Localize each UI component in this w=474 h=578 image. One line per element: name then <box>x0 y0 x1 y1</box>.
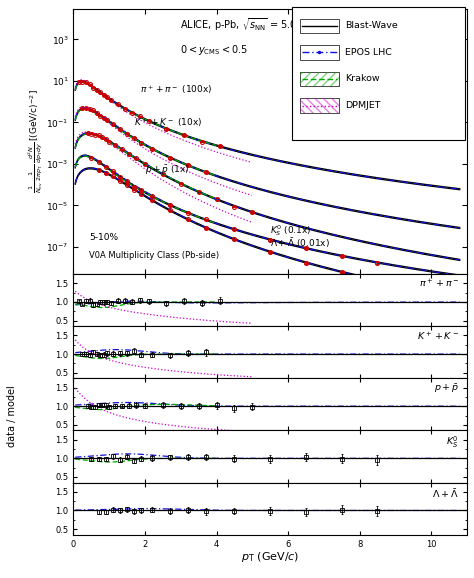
Text: ALICE, p-Pb, $\sqrt{s_{\rm NN}}$ = 5.02 TeV: ALICE, p-Pb, $\sqrt{s_{\rm NN}}$ = 5.02 … <box>180 17 325 34</box>
Text: $\pi^+ + \pi^-$: $\pi^+ + \pi^-$ <box>419 278 459 290</box>
Text: V0A Multiplicity Class (Pb-side): V0A Multiplicity Class (Pb-side) <box>89 251 219 260</box>
Text: $\pi^+ + \pi^-$ (100x): $\pi^+ + \pi^-$ (100x) <box>140 84 212 97</box>
Bar <box>300 18 339 33</box>
Bar <box>300 72 339 86</box>
Text: $K^+ + K^-$: $K^+ + K^-$ <box>417 330 459 343</box>
Bar <box>300 45 339 60</box>
Bar <box>300 98 339 113</box>
Text: 5-10%: 5-10% <box>89 232 118 242</box>
Text: data / model: data / model <box>7 386 17 447</box>
Bar <box>300 98 339 113</box>
Text: $K_S^0$: $K_S^0$ <box>447 435 459 450</box>
X-axis label: $p_{\rm T}$ (GeV/$c$): $p_{\rm T}$ (GeV/$c$) <box>241 550 300 564</box>
Text: Blast-Wave: Blast-Wave <box>345 21 398 31</box>
Text: EPOS LHC: EPOS LHC <box>345 48 392 57</box>
Text: $p + \bar{p}$ (1x): $p + \bar{p}$ (1x) <box>145 163 190 176</box>
Y-axis label: $\frac{1}{N_{\rm ev}}\,\frac{1}{2\pi p_{\rm T}}\,\frac{d^2N}{dp_{\rm T}\,dy}\,[(: $\frac{1}{N_{\rm ev}}\,\frac{1}{2\pi p_{… <box>27 90 45 193</box>
Bar <box>300 72 339 86</box>
Text: $K^+ + K^-$ (10x): $K^+ + K^-$ (10x) <box>134 117 202 129</box>
Text: DPMJET: DPMJET <box>345 101 381 110</box>
Text: Krakow: Krakow <box>345 75 380 83</box>
Text: $K_S^0$ (0.1x): $K_S^0$ (0.1x) <box>270 223 312 238</box>
FancyBboxPatch shape <box>292 8 465 140</box>
Text: $\Lambda + \bar{\Lambda}$: $\Lambda + \bar{\Lambda}$ <box>432 487 459 499</box>
Text: $\Lambda + \bar{\Lambda}$ (0.01x): $\Lambda + \bar{\Lambda}$ (0.01x) <box>270 236 330 250</box>
Text: $p + \bar{p}$: $p + \bar{p}$ <box>434 383 459 395</box>
Text: $0 < y_{\rm CMS} < 0.5$: $0 < y_{\rm CMS} < 0.5$ <box>180 43 247 57</box>
